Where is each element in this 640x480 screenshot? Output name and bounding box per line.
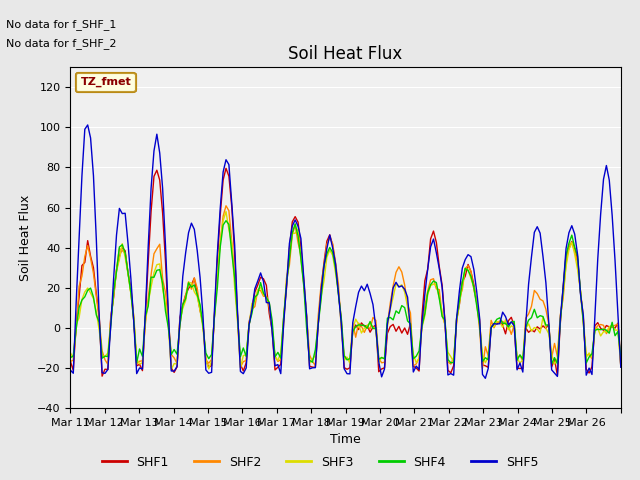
Y-axis label: Soil Heat Flux: Soil Heat Flux	[19, 194, 31, 281]
Text: No data for f_SHF_1: No data for f_SHF_1	[6, 19, 116, 30]
Legend: TZ_fmet: TZ_fmet	[76, 73, 136, 92]
X-axis label: Time: Time	[330, 433, 361, 446]
Legend: SHF1, SHF2, SHF3, SHF4, SHF5: SHF1, SHF2, SHF3, SHF4, SHF5	[97, 451, 543, 474]
Title: Soil Heat Flux: Soil Heat Flux	[289, 45, 403, 63]
Text: No data for f_SHF_2: No data for f_SHF_2	[6, 38, 117, 49]
